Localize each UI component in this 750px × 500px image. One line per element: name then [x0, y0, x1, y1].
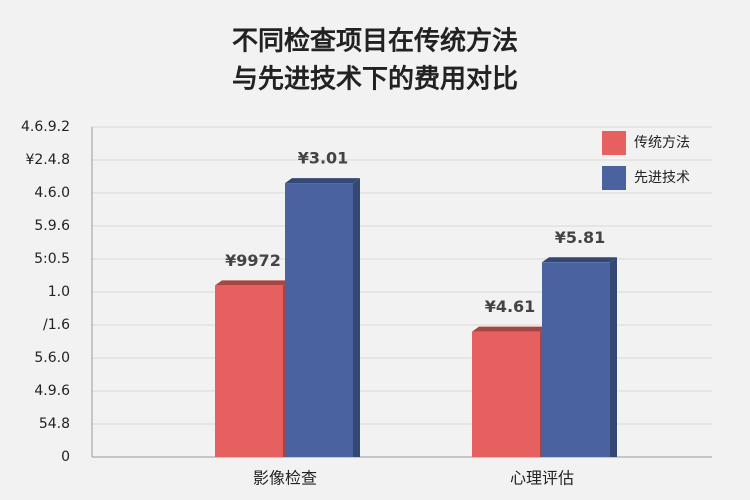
legend-label: 传统方法	[634, 135, 690, 151]
chart-title: 不同检查项目在传统方法	[232, 26, 518, 57]
y-tick-label: 54.8	[39, 416, 70, 432]
bar	[472, 331, 540, 457]
legend-swatch	[602, 131, 626, 155]
bar	[285, 183, 353, 457]
y-tick-label: 5.9.6	[34, 218, 70, 234]
y-tick-label: 5.6.0	[34, 350, 70, 366]
chart-title: 与先进技术下的费用对比	[232, 64, 518, 95]
x-tick-label: 影像检查	[253, 469, 317, 488]
value-label: ¥3.01	[298, 149, 349, 168]
bar-top	[472, 326, 547, 332]
y-tick-label: 4.9.6	[34, 383, 70, 399]
y-tick-label: 1.0	[48, 284, 70, 300]
bar	[215, 285, 283, 457]
bar-side	[353, 178, 360, 457]
bar-side	[610, 257, 617, 457]
bar-top	[542, 257, 617, 263]
y-tick-label: ¥2.4.8	[25, 152, 70, 168]
y-tick-label: 4.6.9.2	[21, 119, 70, 135]
value-label: ¥9972	[225, 251, 281, 270]
legend-label: 先进技术	[634, 170, 690, 186]
bar-top	[215, 280, 290, 286]
y-tick-label: 5:0.5	[34, 251, 70, 267]
y-tick-label: /1.6	[43, 317, 70, 333]
value-label: ¥4.61	[485, 297, 536, 316]
legend-swatch	[602, 166, 626, 190]
bar-top	[285, 178, 360, 184]
value-label: ¥5.81	[555, 228, 606, 247]
bar	[542, 262, 610, 457]
y-tick-label: 4.6.0	[34, 185, 70, 201]
x-tick-label: 心理评估	[510, 469, 574, 488]
y-tick-label: 0	[61, 449, 70, 465]
